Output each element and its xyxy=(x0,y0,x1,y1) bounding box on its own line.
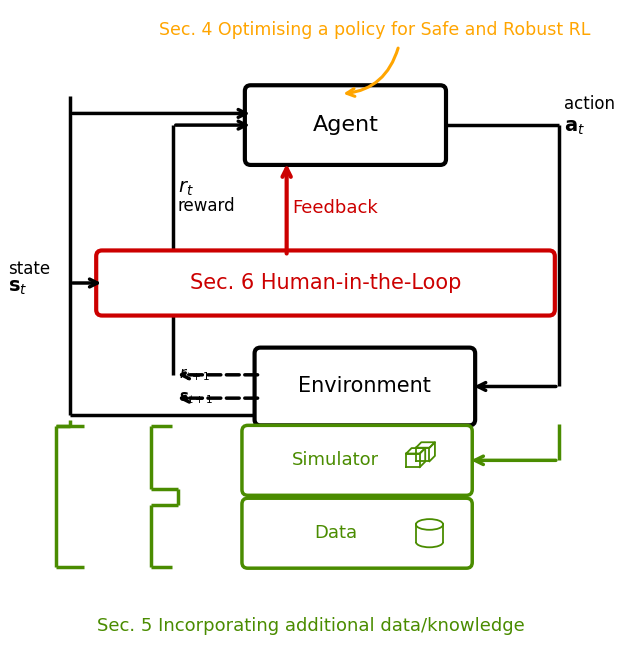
Text: $\mathbf{s}_{t+1}$: $\mathbf{s}_{t+1}$ xyxy=(179,390,213,406)
Text: $r_{t+1}$: $r_{t+1}$ xyxy=(179,366,210,383)
Text: Sec. 4 Optimising a policy for Safe and Robust RL: Sec. 4 Optimising a policy for Safe and … xyxy=(159,21,590,39)
Text: Environment: Environment xyxy=(298,377,431,397)
Text: reward: reward xyxy=(178,197,236,214)
Text: state: state xyxy=(8,260,50,278)
FancyBboxPatch shape xyxy=(242,425,472,495)
Text: Data: Data xyxy=(314,524,357,542)
Text: Simulator: Simulator xyxy=(292,452,380,470)
Text: Sec. 6 Human-in-the-Loop: Sec. 6 Human-in-the-Loop xyxy=(190,273,461,293)
Text: Sec. 5 Incorporating additional data/knowledge: Sec. 5 Incorporating additional data/kno… xyxy=(97,618,525,636)
Text: Feedback: Feedback xyxy=(292,199,378,216)
Text: $r_t$: $r_t$ xyxy=(178,179,194,198)
Text: $\mathbf{s}_t$: $\mathbf{s}_t$ xyxy=(8,278,28,297)
FancyBboxPatch shape xyxy=(245,85,446,165)
Text: Agent: Agent xyxy=(312,115,378,135)
FancyBboxPatch shape xyxy=(96,251,555,315)
Text: $\mathbf{a}_t$: $\mathbf{a}_t$ xyxy=(564,118,585,136)
FancyBboxPatch shape xyxy=(242,498,472,568)
Text: action: action xyxy=(564,95,614,112)
FancyBboxPatch shape xyxy=(255,348,475,425)
